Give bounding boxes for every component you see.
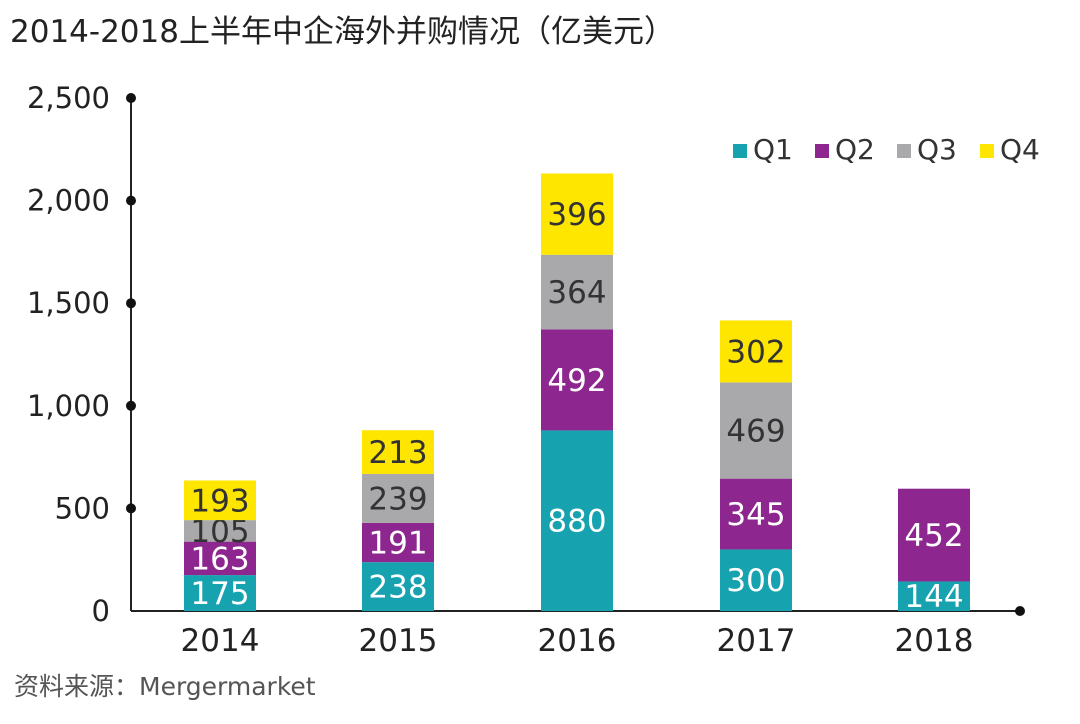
bar-segment xyxy=(541,430,613,611)
bar-value-label: 302 xyxy=(726,334,785,370)
x-tick-label: 2016 xyxy=(538,623,617,659)
bar-value-label: 193 xyxy=(190,483,249,519)
bar-value-label: 300 xyxy=(726,563,785,599)
bar-value-label: 880 xyxy=(547,504,606,540)
legend-label: Q4 xyxy=(1000,133,1040,166)
bar-segment xyxy=(184,541,256,576)
bar-value-label: 238 xyxy=(368,570,427,606)
y-tick-label: 1,500 xyxy=(27,286,110,320)
bar-value-label: 492 xyxy=(547,363,606,399)
y-tick-dot xyxy=(126,298,136,309)
bar-segment xyxy=(541,329,613,431)
y-tick-label: 1,000 xyxy=(27,389,110,423)
x-tick-label: 2014 xyxy=(181,623,260,659)
x-tick-label: 2018 xyxy=(895,623,974,659)
bar-segment xyxy=(362,562,434,611)
bar-value-label: 452 xyxy=(904,518,963,554)
bar-segment xyxy=(184,575,256,611)
bar-value-label: 364 xyxy=(547,275,606,311)
legend-swatch xyxy=(733,144,747,158)
legend-label: Q3 xyxy=(917,133,957,166)
x-tick-label: 2015 xyxy=(359,623,438,659)
y-tick-dot xyxy=(126,400,136,411)
y-tick-dot xyxy=(126,93,136,103)
legend: Q1 Q2 Q3 Q4 xyxy=(733,133,1040,166)
y-tick-dot xyxy=(126,503,136,514)
bar-segment xyxy=(720,320,792,383)
bar-segment xyxy=(720,382,792,479)
bar-segment xyxy=(541,254,613,330)
y-tick-dot xyxy=(126,195,136,206)
y-tick-label: 2,000 xyxy=(27,184,110,218)
bar-segment xyxy=(720,478,792,550)
bar-value-label: 469 xyxy=(726,414,785,450)
x-tick-label: 2017 xyxy=(717,623,796,659)
legend-label: Q1 xyxy=(753,133,793,166)
bars: 1751631051932381912392138804923643963003… xyxy=(184,173,970,615)
chart-title: 2014-2018上半年中企海外并购情况（亿美元） xyxy=(10,14,675,50)
bar-segment xyxy=(184,480,256,521)
legend-swatch xyxy=(980,144,994,158)
bar-value-label: 345 xyxy=(726,497,785,533)
bar-segment xyxy=(362,473,434,523)
legend-swatch xyxy=(897,144,911,158)
y-tick-label: 2,500 xyxy=(27,81,110,115)
bar-segment xyxy=(362,430,434,474)
bar-segment xyxy=(541,173,613,255)
bar-segment xyxy=(898,488,970,582)
bar-value-label: 175 xyxy=(190,576,249,612)
legend-swatch xyxy=(815,144,829,158)
bar-value-label: 163 xyxy=(190,541,249,577)
y-tick-label: 0 xyxy=(92,594,110,628)
bar-value-label: 396 xyxy=(547,197,606,233)
bar-segment xyxy=(720,549,792,611)
bar-value-label: 144 xyxy=(904,579,963,615)
axes: 0 500 1,000 1,500 2,000 2,500 2014 2015 2016 2017… xyxy=(27,81,1025,659)
bar-segment xyxy=(184,520,256,542)
legend-label: Q2 xyxy=(835,133,875,166)
bar-segment xyxy=(362,522,434,563)
y-tick-label: 500 xyxy=(55,491,110,525)
bar-value-label: 213 xyxy=(368,435,427,471)
bar-segment xyxy=(898,581,970,611)
source-note: 资料来源：Mergermarket xyxy=(14,672,316,701)
bar-value-label: 239 xyxy=(368,481,427,517)
bar-value-label: 191 xyxy=(368,526,427,562)
x-axis-end-dot xyxy=(1015,606,1025,616)
